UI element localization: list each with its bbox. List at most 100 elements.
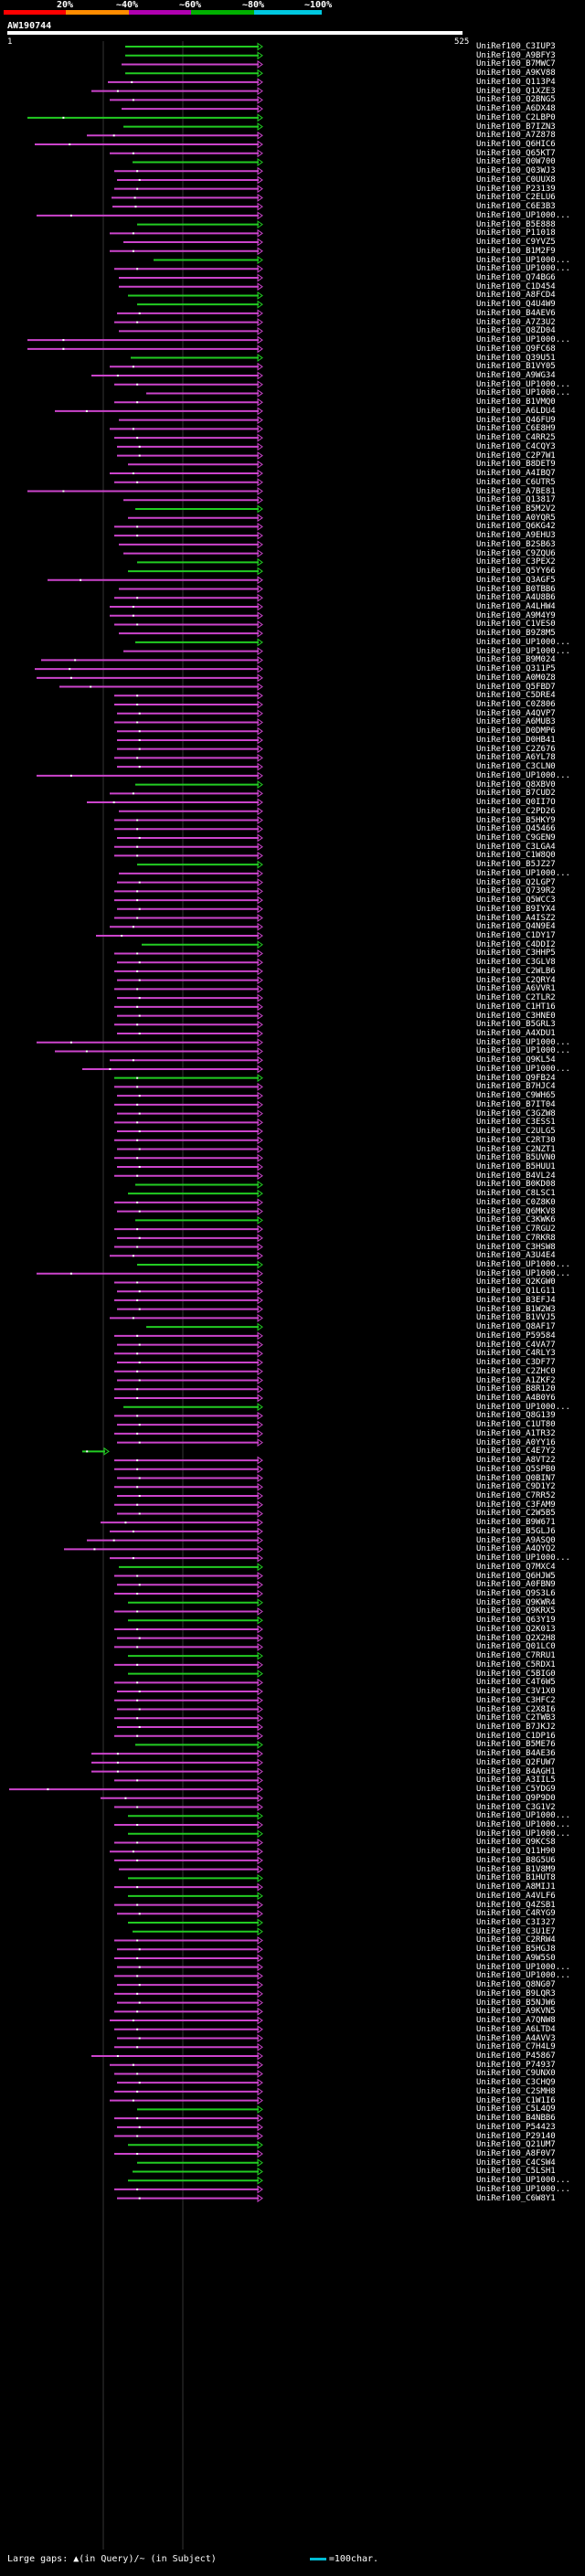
hit-name-link[interactable]: UniRef100_B9LQR3 [476, 1988, 556, 1998]
hit-name-link[interactable]: UniRef100_C1W1I6 [476, 2095, 556, 2105]
hit-name-link[interactable]: UniRef100_D0DMP6 [476, 726, 556, 737]
hit-name-link[interactable]: UniRef100_Q9KL54 [476, 1055, 556, 1065]
hit-name-link[interactable]: UniRef100_A9M4Y9 [476, 610, 556, 620]
hit-name-link[interactable]: UniRef100_C3HFC2 [476, 1695, 556, 1705]
hit-name-link[interactable]: UniRef100_Q4N9E4 [476, 922, 556, 932]
hit-name-link[interactable]: UniRef100_C6UTR5 [476, 477, 556, 487]
hit-name-link[interactable]: UniRef100_C9GEN9 [476, 832, 556, 843]
hit-name-link[interactable]: UniRef100_B5GRL3 [476, 1020, 556, 1030]
hit-name-link[interactable]: UniRef100_Q9KCS8 [476, 1838, 556, 1848]
hit-name-link[interactable]: UniRef100_B9M024 [476, 655, 556, 665]
hit-name-link[interactable]: UniRef100_A4QVP7 [476, 708, 556, 718]
hit-name-link[interactable]: UniRef100_UP1000... [476, 1553, 570, 1564]
hit-name-link[interactable]: UniRef100_P23139 [476, 184, 556, 194]
hit-name-link[interactable]: UniRef100_C3GZW8 [476, 1108, 556, 1118]
hit-name-link[interactable]: UniRef100_C3V1X0 [476, 1687, 556, 1697]
hit-name-link[interactable]: UniRef100_C3GLV8 [476, 958, 556, 968]
hit-name-link[interactable]: UniRef100_A6LTD4 [476, 2024, 556, 2034]
hit-name-link[interactable]: UniRef100_C2RT30 [476, 1135, 556, 1145]
hit-name-link[interactable]: UniRef100_UP1000... [476, 1402, 570, 1412]
hit-name-link[interactable]: UniRef100_P54423 [476, 2122, 556, 2132]
hit-name-link[interactable]: UniRef100_A0YQR5 [476, 513, 556, 523]
hit-name-link[interactable]: UniRef100_A8VT22 [476, 1456, 556, 1466]
hit-name-link[interactable]: UniRef100_A9WG34 [476, 371, 556, 380]
hit-name-link[interactable]: UniRef100_Q0II7O [476, 798, 556, 808]
hit-name-link[interactable]: UniRef100_C1D454 [476, 281, 556, 292]
hit-name-link[interactable]: UniRef100_C3DF77 [476, 1358, 556, 1368]
hit-name-link[interactable]: UniRef100_A0YY16 [476, 1437, 556, 1447]
hit-name-link[interactable]: UniRef100_C3I327 [476, 1918, 556, 1928]
hit-name-link[interactable]: UniRef100_C5RDX1 [476, 1659, 556, 1670]
hit-name-link[interactable]: UniRef100_C7RRU1 [476, 1651, 556, 1661]
hit-name-link[interactable]: UniRef100_Q1XZE3 [476, 86, 556, 96]
hit-name-link[interactable]: UniRef100_A6VVR1 [476, 984, 556, 994]
hit-name-link[interactable]: UniRef100_C7RKR8 [476, 1233, 556, 1243]
hit-name-link[interactable]: UniRef100_B1VMQ0 [476, 398, 556, 408]
hit-name-link[interactable]: UniRef100_UP1000... [476, 1260, 570, 1269]
hit-name-link[interactable]: UniRef100_B9W671 [476, 1518, 556, 1528]
hit-name-link[interactable]: UniRef100_A0FBN9 [476, 1580, 556, 1590]
hit-name-link[interactable]: UniRef100_B7CUD2 [476, 789, 556, 799]
hit-name-link[interactable]: UniRef100_C3KWK6 [476, 1215, 556, 1225]
hit-name-link[interactable]: UniRef100_C1UT80 [476, 1420, 556, 1430]
hit-name-link[interactable]: UniRef100_Q3AGF5 [476, 575, 556, 585]
hit-name-link[interactable]: UniRef100_A4LHW4 [476, 601, 556, 611]
hit-name-link[interactable]: UniRef100_B7JKJ2 [476, 1722, 556, 1732]
hit-name-link[interactable]: UniRef100_P11018 [476, 228, 556, 239]
hit-name-link[interactable]: UniRef100_C3ESS1 [476, 1118, 556, 1128]
hit-name-link[interactable]: UniRef100_C1W8Q0 [476, 851, 556, 861]
hit-name-link[interactable]: UniRef100_Q8XBV0 [476, 779, 556, 790]
hit-name-link[interactable]: UniRef100_C6E8H9 [476, 424, 556, 434]
hit-name-link[interactable]: UniRef100_A1TR32 [476, 1428, 556, 1438]
hit-name-link[interactable]: UniRef100_UP1000... [476, 1971, 570, 1981]
hit-name-link[interactable]: UniRef100_C9WH65 [476, 1091, 556, 1101]
hit-name-link[interactable]: UniRef100_B5HUU1 [476, 1161, 556, 1171]
hit-name-link[interactable]: UniRef100_B8G5U6 [476, 1855, 556, 1865]
hit-name-link[interactable]: UniRef100_C4DDI2 [476, 939, 556, 949]
hit-name-link[interactable]: UniRef100_UP1000... [476, 210, 570, 220]
hit-name-link[interactable]: UniRef100_UP1000... [476, 1268, 570, 1278]
hit-name-link[interactable]: UniRef100_C2RRW4 [476, 1935, 556, 1945]
hit-name-link[interactable]: UniRef100_C2X8I6 [476, 1704, 556, 1714]
hit-name-link[interactable]: UniRef100_A6LDU4 [476, 406, 556, 416]
hit-name-link[interactable]: UniRef100_C2W5B5 [476, 1509, 556, 1519]
hit-name-link[interactable]: UniRef100_C2ELU6 [476, 193, 556, 203]
hit-name-link[interactable]: UniRef100_Q11H90 [476, 1847, 556, 1857]
hit-name-link[interactable]: UniRef100_P59584 [476, 1330, 556, 1341]
hit-name-link[interactable]: UniRef100_C3HNE0 [476, 1011, 556, 1021]
hit-name-link[interactable]: UniRef100_C2LBP0 [476, 112, 556, 122]
hit-name-link[interactable]: UniRef100_C2TWB3 [476, 1713, 556, 1723]
hit-name-link[interactable]: UniRef100_B4NBB6 [476, 2114, 556, 2124]
hit-name-link[interactable]: UniRef100_C9YVZ5 [476, 238, 556, 248]
hit-name-link[interactable]: UniRef100_UP1000... [476, 1046, 570, 1056]
hit-name-link[interactable]: UniRef100_UP1000... [476, 1037, 570, 1047]
hit-name-link[interactable]: UniRef100_B5HKY9 [476, 815, 556, 825]
hit-name-link[interactable]: UniRef100_Q8ZD04 [476, 326, 556, 336]
hit-name-link[interactable]: UniRef100_UP1000... [476, 2176, 570, 2186]
hit-name-link[interactable]: UniRef100_A7Z3U2 [476, 317, 556, 327]
hit-name-link[interactable]: UniRef100_B1V8M9 [476, 1864, 556, 1874]
hit-name-link[interactable]: UniRef100_B7IT04 [476, 1099, 556, 1109]
hit-name-link[interactable]: UniRef100_C4RYG9 [476, 1909, 556, 1919]
hit-name-link[interactable]: UniRef100_C2Z676 [476, 744, 556, 754]
hit-name-link[interactable]: UniRef100_Q46FU9 [476, 415, 556, 425]
hit-name-link[interactable]: UniRef100_C6W8Y1 [476, 2193, 556, 2203]
hit-name-link[interactable]: UniRef100_Q6HJW5 [476, 1571, 556, 1581]
hit-name-link[interactable]: UniRef100_Q6HIC6 [476, 140, 556, 150]
hit-name-link[interactable]: UniRef100_B5UVN0 [476, 1153, 556, 1163]
hit-name-link[interactable]: UniRef100_UP1000... [476, 868, 570, 878]
hit-name-link[interactable]: UniRef100_D0HB41 [476, 735, 556, 745]
hit-name-link[interactable]: UniRef100_Q6MKV8 [476, 1206, 556, 1216]
hit-name-link[interactable]: UniRef100_C8LSC1 [476, 1189, 556, 1199]
hit-name-link[interactable]: UniRef100_UP1000... [476, 255, 570, 265]
hit-name-link[interactable]: UniRef100_Q21UM7 [476, 2140, 556, 2150]
hit-name-link[interactable]: UniRef100_Q739R2 [476, 886, 556, 896]
hit-name-link[interactable]: UniRef100_UP1000... [476, 1064, 570, 1074]
hit-name-link[interactable]: UniRef100_Q2LGP7 [476, 877, 556, 887]
hit-name-link[interactable]: UniRef100_C6E3B3 [476, 202, 556, 212]
hit-name-link[interactable]: UniRef100_C5BIG0 [476, 1669, 556, 1679]
hit-name-link[interactable]: UniRef100_A4ISZ2 [476, 913, 556, 923]
hit-name-link[interactable]: UniRef100_UP1000... [476, 1811, 570, 1821]
hit-name-link[interactable]: UniRef100_A4AVV3 [476, 2033, 556, 2043]
hit-name-link[interactable]: UniRef100_Q7MXC4 [476, 1562, 556, 1572]
